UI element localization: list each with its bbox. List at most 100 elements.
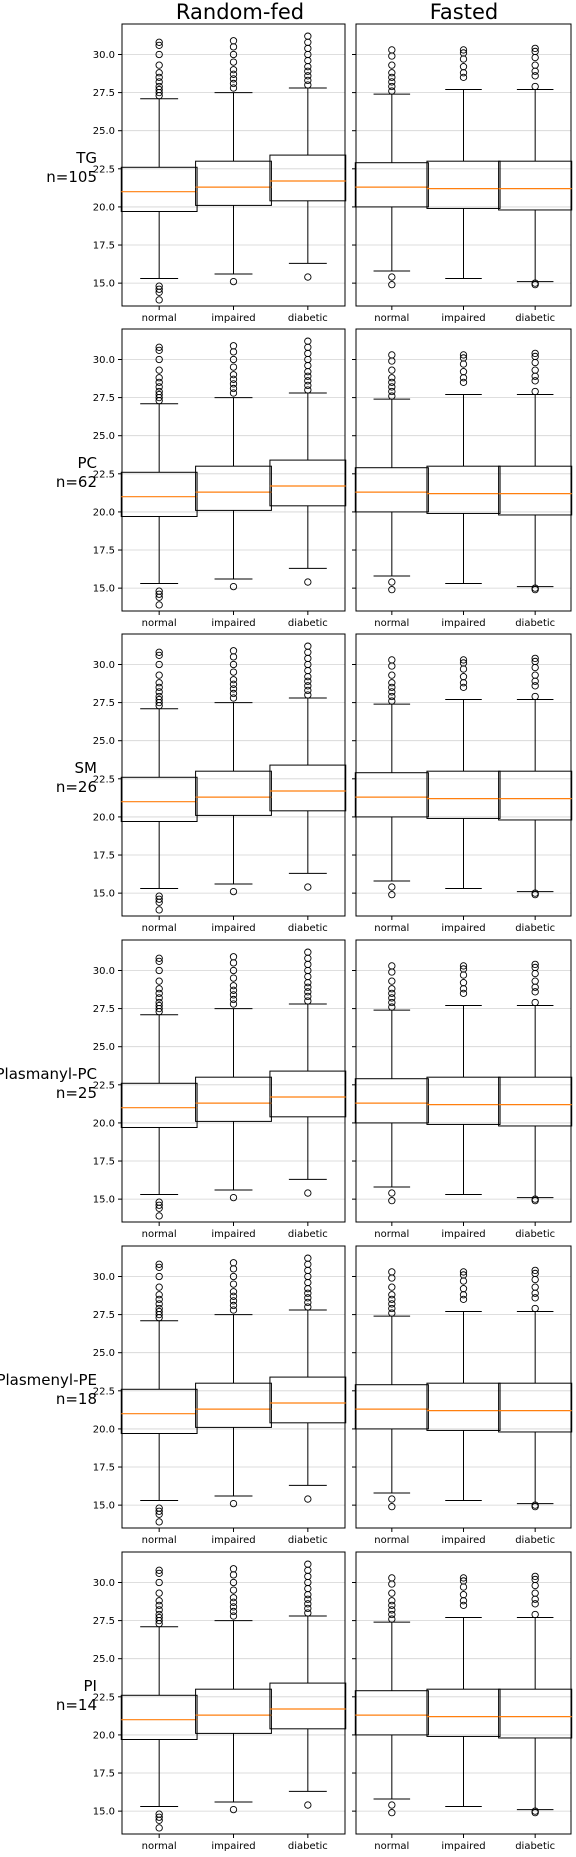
outlier-point [388,52,396,60]
y-tick-label: 30.0 [93,1272,115,1283]
y-tick-label: 15.0 [93,1807,115,1818]
outlier-point [155,985,163,993]
outlier-point [155,1260,163,1268]
row-tg: TGn=105 15.0 17.5 20.0 22.5 25.0 27.5 30.0 norma… [46,23,573,324]
outlier-point [155,977,163,985]
outlier-point [229,689,238,698]
outlier-point [459,351,468,359]
outlier-point [531,654,539,663]
outlier-point [155,82,163,91]
y-tick-label: 22.5 [93,164,115,175]
outlier-point [459,46,468,54]
x-tick-label: impaired [441,618,485,629]
outlier-point [155,1272,163,1281]
outlier-point [155,1291,163,1299]
y-tick-label: 20.0 [93,1424,115,1435]
outlier-point [531,889,539,897]
outlier-point [388,61,396,69]
box-impaired: impaired [426,962,501,1240]
outlier-point [531,61,539,69]
outlier-point [459,1583,468,1591]
panel-plasmenyl-pe-fasted: normal impaired diabetic [352,1245,573,1546]
panel-pc-random-fed: 15.0 17.5 20.0 22.5 25.0 27.5 30.0 normal impair… [93,328,347,629]
outlier-point [304,1303,312,1311]
outlier-point [531,279,539,287]
x-tick-label: normal [374,1229,409,1240]
outlier-point [304,38,312,46]
y-tick-label: 27.5 [93,1004,115,1015]
outlier-point [304,372,312,380]
outlier-point [304,1266,312,1275]
outlier-point [388,962,396,970]
outlier-point [229,1288,238,1296]
outlier-point [229,685,238,693]
outlier-point [388,998,396,1007]
box-diabetic: diabetic [498,1266,573,1546]
box-impaired: impaired [195,1259,272,1546]
y-tick-label: 15.0 [93,584,115,595]
outlier-point [304,1260,312,1268]
y-tick-label: 20.0 [93,1730,115,1741]
outlier-point [304,32,312,40]
outlier-point [304,666,312,675]
outlier-point [459,683,468,692]
iqr-box [426,1382,501,1431]
outlier-point [531,349,539,358]
row-label-n: n=26 [56,778,97,796]
column-title-random-fed: Random-fed [176,0,304,24]
outlier-point [304,349,312,358]
outlier-point [459,989,468,998]
outlier-point [229,1571,238,1579]
outlier-point [304,1600,312,1608]
outlier-point [304,44,312,53]
iqr-box [195,160,272,206]
outlier-point [388,1268,396,1276]
outlier-point [388,46,396,54]
outlier-point [229,342,238,350]
row-label-lipid: TG [75,149,97,167]
row-label-lipid: PC [77,454,97,472]
outlier-point [155,601,163,609]
outlier-point [531,1600,539,1608]
outlier-point [155,1606,163,1614]
y-tick-label: 25.0 [93,1042,115,1053]
x-tick-label: diabetic [515,1229,555,1240]
x-tick-label: diabetic [288,618,328,629]
outlier-point [155,366,163,374]
outlier-point [229,1805,238,1814]
x-tick-label: normal [374,1535,409,1546]
box-diabetic: diabetic [269,642,347,934]
y-tick-label: 25.0 [93,1654,115,1665]
panels-group: TGn=105 15.0 17.5 20.0 22.5 25.0 27.5 30.0 norma… [0,23,573,1852]
outlier-point [531,586,539,594]
outlier-point [459,979,468,987]
box-impaired: impaired [426,351,501,629]
outlier-point [388,392,396,400]
outlier-point [155,906,163,914]
y-tick-label: 27.5 [93,1616,115,1627]
x-tick-label: diabetic [288,313,328,324]
iqr-box [354,467,429,513]
outlier-point [155,1597,163,1605]
iqr-box [426,770,501,819]
outlier-point [388,683,396,692]
outlier-point [304,1254,312,1262]
row-label-lipid: SM [75,759,97,777]
outlier-point [155,50,163,59]
outlier-point [531,82,539,91]
x-tick-label: normal [374,1841,409,1852]
outlier-point [304,1609,312,1617]
outlier-point [531,960,539,969]
outlier-point [388,1003,396,1011]
y-tick-label: 17.5 [93,1463,115,1474]
outlier-point [388,351,396,359]
outlier-point [155,660,163,669]
x-tick-label: normal [374,313,409,324]
outlier-point [229,966,238,975]
y-tick-label: 17.5 [93,1769,115,1780]
outlier-point [155,38,163,46]
outlier-point [304,983,312,991]
outlier-point [388,387,396,396]
outlier-point [155,590,163,598]
